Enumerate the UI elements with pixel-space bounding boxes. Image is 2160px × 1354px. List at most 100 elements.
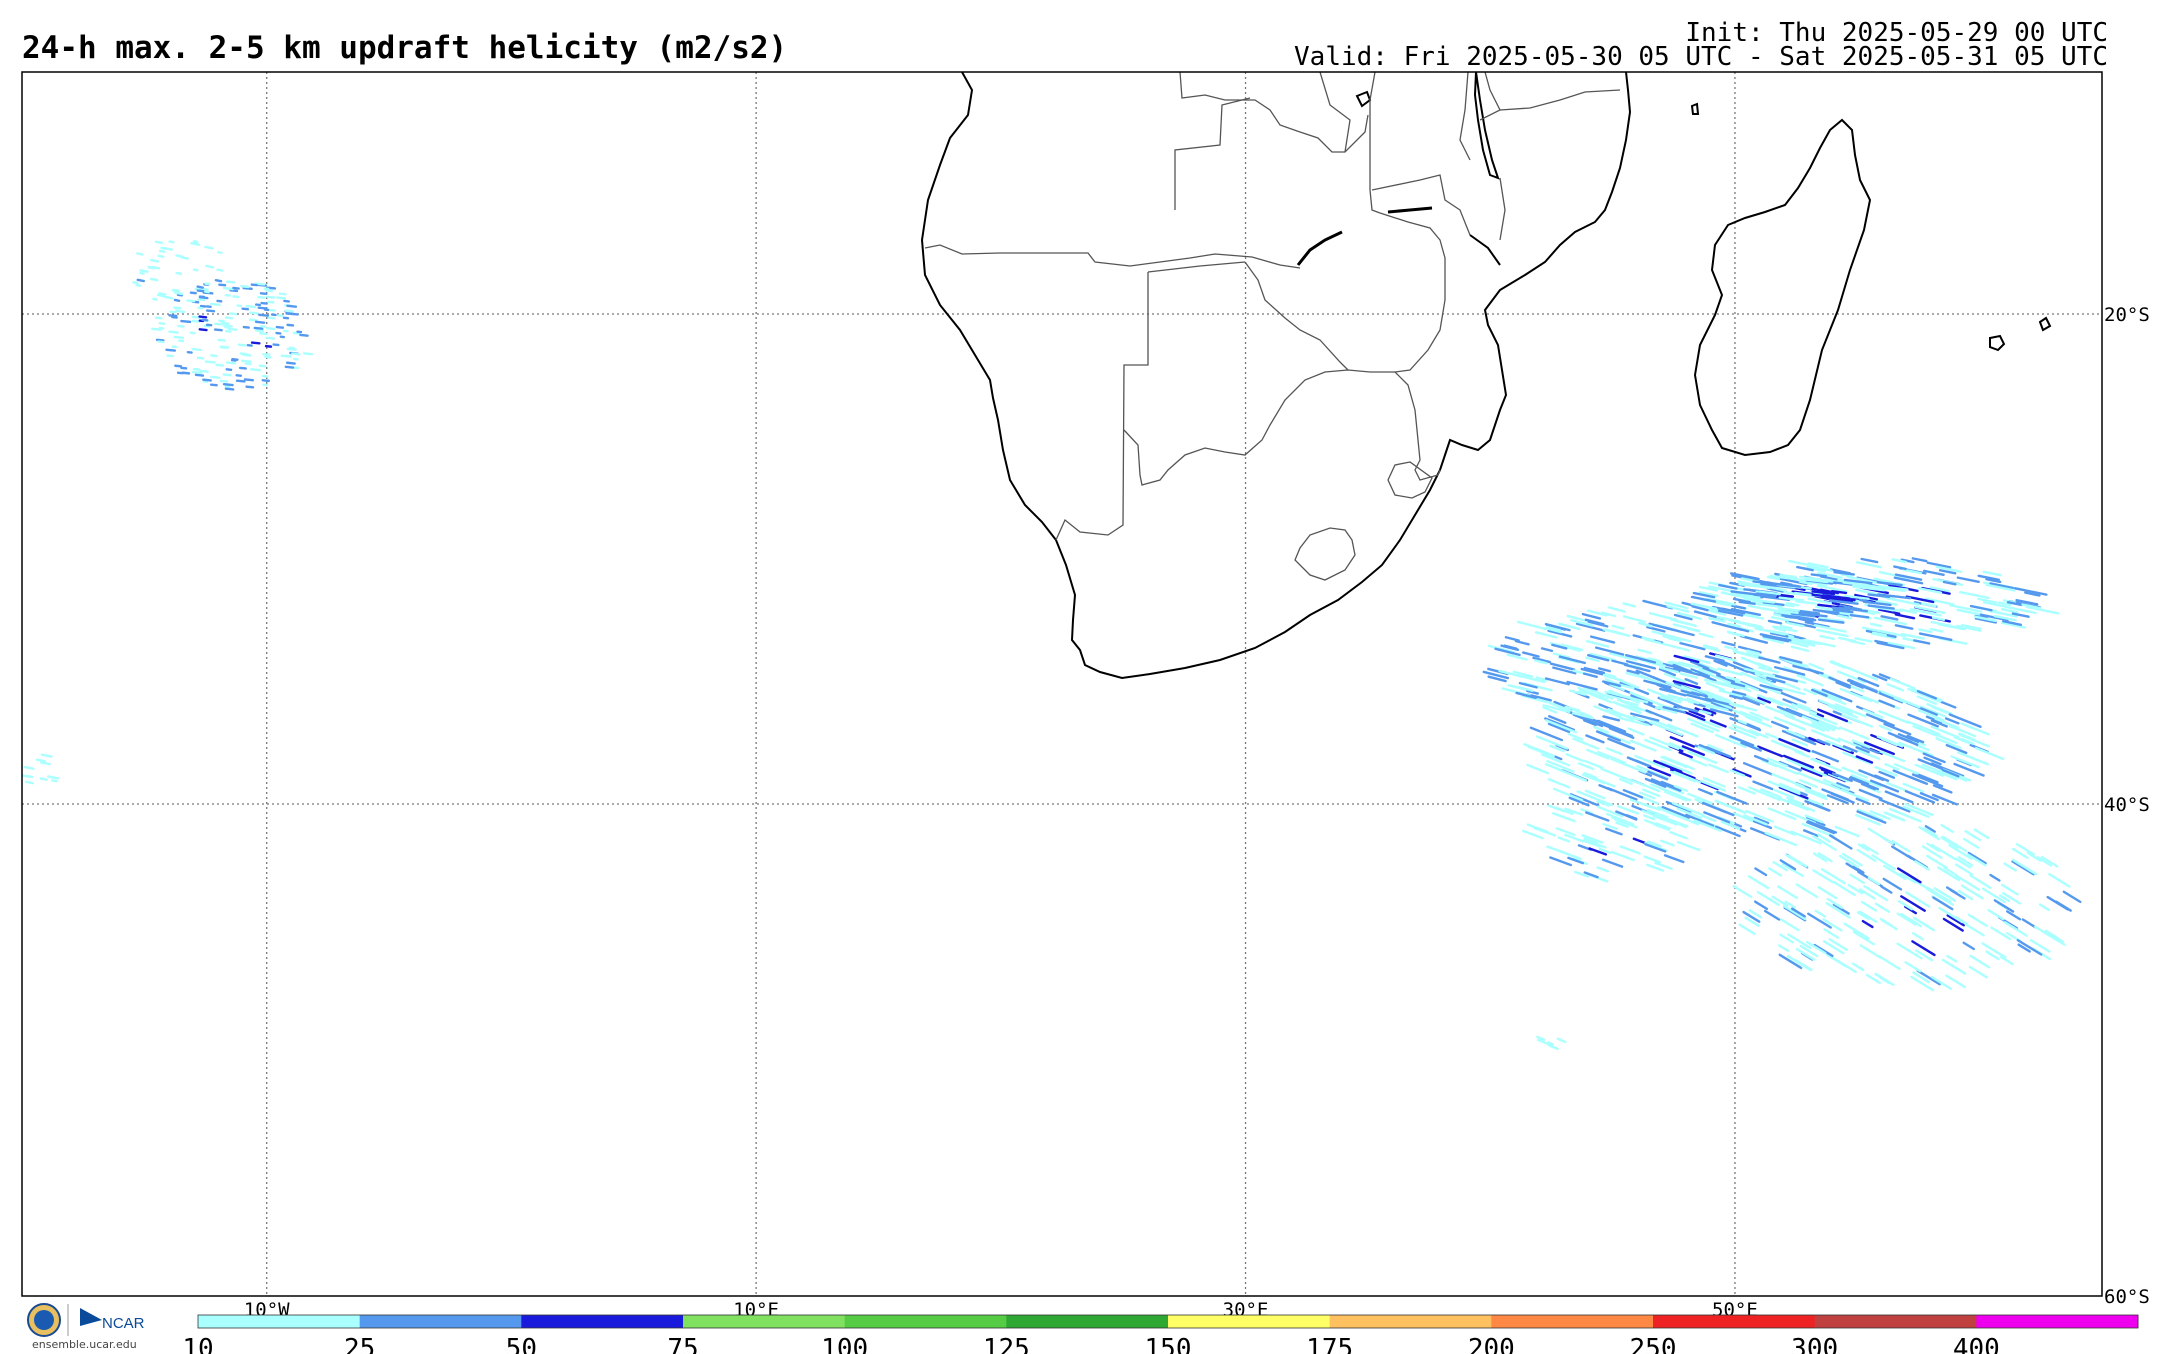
helicity-streak xyxy=(1683,655,1711,664)
helicity-streak xyxy=(1807,562,1829,569)
helicity-streak xyxy=(35,758,47,763)
helicity-streak xyxy=(1755,602,1783,609)
helicity-streak xyxy=(1638,621,1653,628)
helicity-streak xyxy=(1565,753,1585,763)
helicity-streak xyxy=(1867,827,1894,845)
map-frame xyxy=(21,71,2103,1297)
helicity-streak xyxy=(1896,942,1923,960)
helicity-streak xyxy=(1608,727,1635,739)
helicity-streak xyxy=(209,302,221,307)
helicity-streak xyxy=(1702,801,1735,817)
helicity-streak xyxy=(1845,862,1861,873)
helicity-streak xyxy=(1985,950,2000,961)
helicity-streak xyxy=(1785,620,1817,629)
helicity-streak xyxy=(284,309,294,313)
helicity-streak xyxy=(149,277,159,282)
helicity-streak xyxy=(1815,605,1836,612)
helicity-streak xyxy=(1896,867,1922,884)
helicity-streak xyxy=(1816,571,1843,579)
helicity-streak xyxy=(2011,860,2035,876)
helicity-streak xyxy=(1669,831,1688,840)
helicity-streak xyxy=(1929,586,1950,593)
helicity-streak xyxy=(299,333,309,337)
helicity-streak xyxy=(1916,695,1938,705)
helicity-streak xyxy=(191,370,203,375)
helicity-streak xyxy=(1967,853,1987,867)
logos: NCAR xyxy=(27,1303,145,1337)
helicity-streak xyxy=(1731,709,1748,717)
helicity-streak xyxy=(1729,694,1743,700)
helicity-streak xyxy=(1752,788,1781,802)
helicity-streak xyxy=(1914,763,1944,777)
helicity-streak xyxy=(1754,867,1768,877)
helicity-streak xyxy=(1736,620,1762,628)
helicity-streak xyxy=(1737,645,1762,654)
helicity-streak xyxy=(2021,918,2037,929)
helicity-streak xyxy=(1990,926,2012,941)
helicity-streak xyxy=(1720,820,1741,830)
helicity-streak xyxy=(1773,788,1795,799)
africa-coastline xyxy=(920,72,1632,680)
helicity-streak xyxy=(1878,798,1911,813)
helicity-streak xyxy=(1891,558,1908,564)
helicity-streak xyxy=(1758,590,1781,596)
helicity-streak xyxy=(40,761,51,766)
helicity-streak xyxy=(1883,864,1907,880)
helicity-streak xyxy=(1778,782,1801,793)
helicity-streak xyxy=(1925,715,1943,724)
helicity-streak xyxy=(1858,888,1876,900)
helicity-streak xyxy=(1879,750,1906,763)
helicity-streak xyxy=(1689,757,1708,767)
helicity-streak xyxy=(1964,923,1985,937)
helicity-streak xyxy=(1629,798,1654,809)
helicity-streak xyxy=(1999,894,2011,903)
helicity-streak xyxy=(1762,634,1790,643)
helicity-streak xyxy=(1828,938,1848,952)
helicity-streak xyxy=(1858,809,1884,821)
helicity-streak xyxy=(1672,663,1693,673)
helicity-streak xyxy=(1902,805,1930,818)
helicity-streak xyxy=(1569,689,1587,696)
helicity-streak xyxy=(1796,674,1824,687)
helicity-streak xyxy=(1806,821,1836,835)
helicity-streak xyxy=(1869,810,1891,821)
helicity-streak xyxy=(1705,681,1726,692)
colorbar-label: 150 xyxy=(1145,1334,1192,1354)
helicity-streak xyxy=(237,343,247,347)
helicity-streak xyxy=(1544,719,1578,734)
helicity-streak xyxy=(278,292,287,296)
helicity-streak xyxy=(1716,615,1741,623)
helicity-streak xyxy=(1954,857,1972,869)
helicity-streak xyxy=(1923,756,1942,766)
helicity-streak xyxy=(1715,800,1747,815)
helicity-streak xyxy=(1622,615,1647,624)
helicity-streak xyxy=(262,352,271,356)
helicity-streak xyxy=(1647,688,1674,701)
helicity-streak xyxy=(1979,613,2009,622)
helicity-streak xyxy=(1886,781,1909,793)
helicity-streak xyxy=(1766,757,1789,768)
helicity-streak xyxy=(1957,856,1974,867)
helicity-streak xyxy=(1681,601,1696,607)
helicity-streak xyxy=(191,315,201,319)
helicity-streak xyxy=(1923,827,1938,838)
helicity-streak xyxy=(1768,581,1802,588)
helicity-streak xyxy=(1878,699,1896,708)
helicity-streak xyxy=(1770,720,1789,730)
helicity-streak xyxy=(1736,627,1750,633)
helicity-streak xyxy=(1878,724,1893,732)
helicity-streak xyxy=(1558,622,1581,631)
helicity-streak xyxy=(1721,641,1736,647)
helicity-streak xyxy=(1662,705,1686,714)
helicity-streak xyxy=(275,325,285,329)
helicity-streak xyxy=(1832,880,1856,897)
helicity-streak xyxy=(1779,656,1803,664)
helicity-streak xyxy=(1646,840,1662,848)
helicity-streak xyxy=(2011,858,2038,876)
helicity-streak xyxy=(1726,630,1745,638)
helicity-streak xyxy=(1643,855,1662,864)
helicity-streak xyxy=(1904,905,1918,915)
helicity-streak xyxy=(177,324,185,328)
helicity-streak xyxy=(1650,778,1682,792)
helicity-streak xyxy=(1536,1035,1546,1042)
